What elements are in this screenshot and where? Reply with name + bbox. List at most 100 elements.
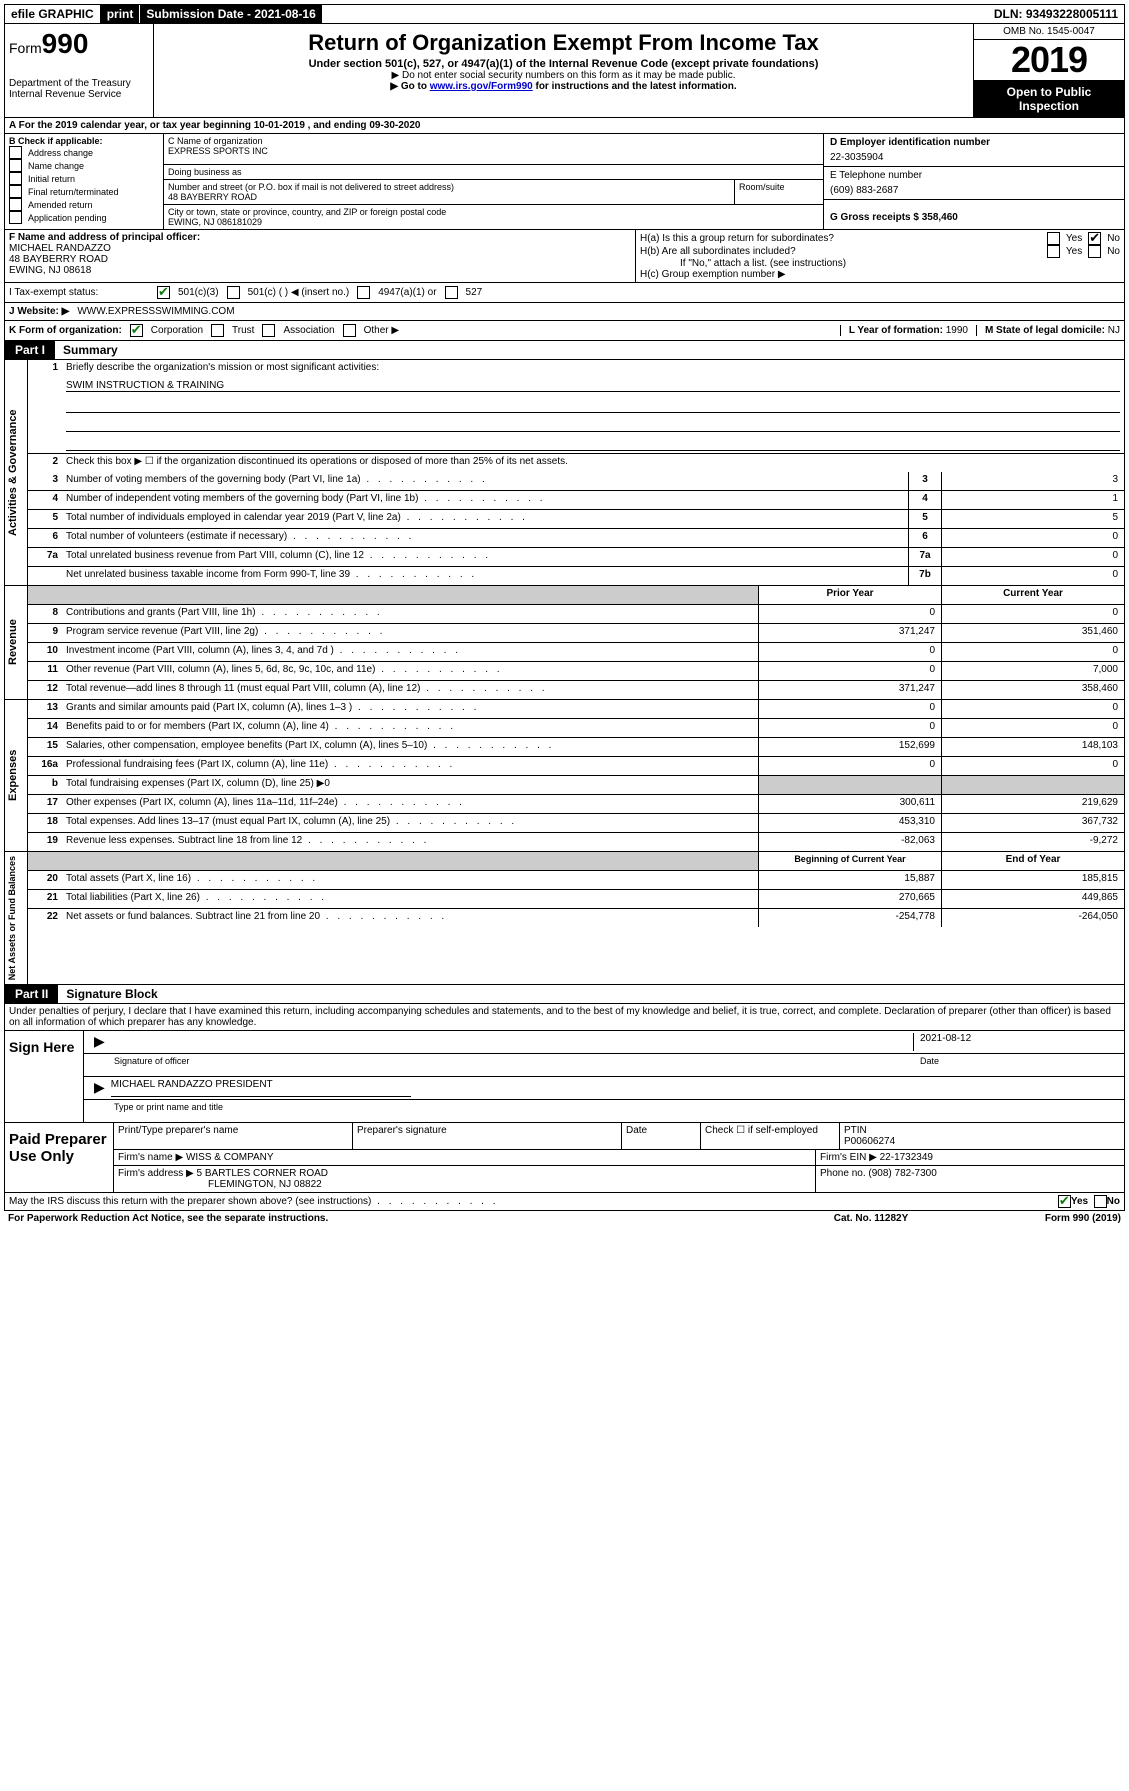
cb-501c[interactable] — [227, 286, 240, 299]
cb-501c3[interactable] — [157, 286, 170, 299]
tax-year: 2019 — [974, 40, 1124, 81]
toolbar-spacer — [323, 12, 988, 16]
hb-note: If "No," attach a list. (see instruction… — [640, 258, 1120, 269]
firm-name-label: Firm's name ▶ — [118, 1152, 183, 1163]
cb-hb-no[interactable] — [1088, 245, 1101, 258]
paid-right: Print/Type preparer's name Preparer's si… — [113, 1123, 1124, 1192]
prior-value: 0 — [758, 643, 941, 661]
officer-addr2: EWING, NJ 08618 — [9, 265, 631, 276]
ptin-cell: PTIN P00606274 — [840, 1123, 1124, 1149]
ha-no: No — [1107, 233, 1120, 244]
row-desc: Professional fundraising fees (Part IX, … — [62, 757, 758, 775]
current-value: 358,460 — [941, 681, 1124, 699]
cb-527[interactable] — [445, 286, 458, 299]
print-button[interactable]: print — [101, 5, 141, 23]
box-d-e-g: D Employer identification number 22-3035… — [824, 134, 1124, 229]
cb-trust[interactable] — [211, 324, 224, 337]
g-l3v: 3 — [941, 472, 1124, 490]
lbl-amended: Amended return — [28, 200, 93, 210]
firm-phone-cell: Phone no. (908) 782-7300 — [816, 1166, 1124, 1192]
g-l3: Number of voting members of the governin… — [62, 472, 908, 490]
addr-row: Number and street (or P.O. box if mail i… — [164, 180, 823, 205]
room-block: Room/suite — [735, 180, 823, 204]
row-desc: Other revenue (Part VIII, column (A), li… — [62, 662, 758, 680]
self-employed-label: Check ☐ if self-employed — [701, 1123, 840, 1149]
section-f-h: F Name and address of principal officer:… — [4, 230, 1125, 283]
lbl-name-change: Name change — [28, 161, 84, 171]
side-expenses: Expenses — [5, 700, 28, 851]
irs-link[interactable]: www.irs.gov/Form990 — [430, 81, 533, 92]
note2-post: for instructions and the latest informat… — [533, 81, 737, 92]
box-f: F Name and address of principal officer:… — [5, 230, 636, 282]
governance-body: 1Briefly describe the organization's mis… — [28, 360, 1124, 585]
g-l6: Total number of volunteers (estimate if … — [62, 529, 908, 547]
current-value: 7,000 — [941, 662, 1124, 680]
addr-value: 48 BAYBERRY ROAD — [168, 192, 730, 202]
cb-name-change[interactable] — [9, 159, 22, 172]
row-desc: Total fundraising expenses (Part IX, col… — [62, 776, 758, 794]
cb-initial-return[interactable] — [9, 172, 22, 185]
cb-final-return[interactable] — [9, 185, 22, 198]
line-k: K Form of organization: Corporation Trus… — [4, 321, 1125, 341]
cb-app-pending[interactable] — [9, 211, 22, 224]
cb-4947[interactable] — [357, 286, 370, 299]
line-m: M State of legal domicile: NJ — [976, 325, 1120, 336]
table-row: 11Other revenue (Part VIII, column (A), … — [28, 662, 1124, 681]
dept-treasury: Department of the Treasury — [9, 78, 149, 89]
revenue-body: Prior YearCurrent Year 8Contributions an… — [28, 586, 1124, 699]
g-l4v: 1 — [941, 491, 1124, 509]
top-toolbar: efile GRAPHIC print Submission Date - 20… — [4, 4, 1125, 24]
l-value: 1990 — [946, 325, 968, 336]
current-value: -9,272 — [941, 833, 1124, 851]
prep-name-label: Print/Type preparer's name — [114, 1123, 353, 1149]
current-value: 0 — [941, 605, 1124, 623]
ptin-label: PTIN — [844, 1125, 1120, 1136]
firm-name: WISS & COMPANY — [186, 1152, 274, 1163]
netassets-table: Net Assets or Fund Balances Beginning of… — [4, 852, 1125, 985]
officer-printed-name: MICHAEL RANDAZZO PRESIDENT — [111, 1079, 411, 1097]
prior-value: 371,247 — [758, 681, 941, 699]
submission-date: Submission Date - 2021-08-16 — [140, 5, 322, 23]
cb-address-change[interactable] — [9, 146, 22, 159]
row-desc: Revenue less expenses. Subtract line 18 … — [62, 833, 758, 851]
side-netassets: Net Assets or Fund Balances — [5, 852, 28, 984]
cb-ha-yes[interactable] — [1047, 232, 1060, 245]
ha-label: H(a) Is this a group return for subordin… — [640, 233, 1041, 244]
cb-amended[interactable] — [9, 198, 22, 211]
box-h: H(a) Is this a group return for subordin… — [636, 230, 1124, 282]
prior-value: 0 — [758, 605, 941, 623]
note-ssn: ▶ Do not enter social security numbers o… — [162, 70, 965, 81]
opt-501c3: 501(c)(3) — [178, 287, 219, 298]
officer-label: F Name and address of principal officer: — [9, 232, 200, 243]
cb-discuss-yes[interactable] — [1058, 1195, 1071, 1208]
room-label: Room/suite — [739, 182, 819, 192]
sig-officer-label: Signature of officer — [88, 1056, 914, 1074]
header-right: OMB No. 1545-0047 2019 Open to Public In… — [973, 24, 1124, 117]
cb-corp[interactable] — [130, 324, 143, 337]
cb-hb-yes[interactable] — [1047, 245, 1060, 258]
line-i-label: I Tax-exempt status: — [9, 287, 149, 298]
row-desc: Investment income (Part VIII, column (A)… — [62, 643, 758, 661]
lbl-address-change: Address change — [28, 148, 93, 158]
arrow-icon: ▶ — [88, 1033, 111, 1051]
firm-ein: 22-1732349 — [880, 1152, 933, 1163]
hb-yes: Yes — [1066, 246, 1082, 257]
officer-name: MICHAEL RANDAZZO — [9, 243, 631, 254]
form-prefix: Form — [9, 40, 42, 56]
form-title: Return of Organization Exempt From Incom… — [162, 30, 965, 56]
cb-ha-no[interactable] — [1088, 232, 1101, 245]
header-left: Form990 Department of the Treasury Inter… — [5, 24, 154, 117]
note2-pre: ▶ Go to — [390, 81, 429, 92]
website-value: WWW.EXPRESSSWIMMING.COM — [77, 306, 234, 317]
firm-phone: (908) 782-7300 — [868, 1168, 936, 1179]
org-name-block: C Name of organization EXPRESS SPORTS IN… — [164, 134, 823, 180]
l-label: L Year of formation: — [849, 325, 943, 336]
cb-other[interactable] — [343, 324, 356, 337]
line-j: J Website: ▶ WWW.EXPRESSSWIMMING.COM — [4, 303, 1125, 321]
part-i-label: Part I — [5, 341, 55, 359]
cb-assoc[interactable] — [262, 324, 275, 337]
m-value: NJ — [1108, 325, 1120, 336]
prep-sig-label: Preparer's signature — [353, 1123, 622, 1149]
discuss-yes: Yes — [1071, 1196, 1088, 1207]
cb-discuss-no[interactable] — [1094, 1195, 1107, 1208]
